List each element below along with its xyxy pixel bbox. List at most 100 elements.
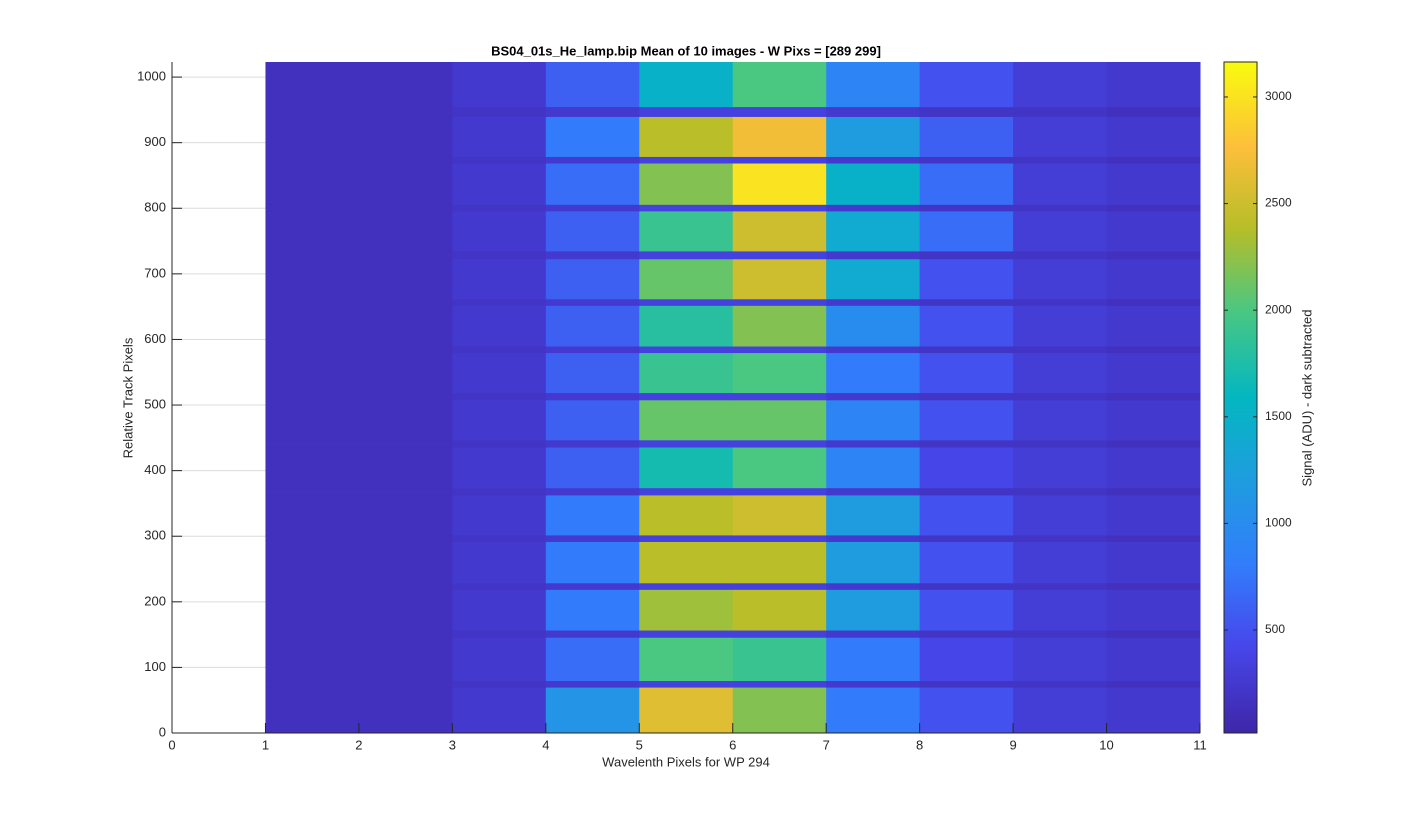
heatmap-cell bbox=[452, 163, 547, 205]
heatmap-cell bbox=[545, 487, 640, 496]
heatmap-cell bbox=[1106, 392, 1201, 401]
y-tick-label: 300 bbox=[144, 528, 166, 543]
heatmap-cell bbox=[826, 156, 921, 164]
heatmap-cell bbox=[919, 637, 1014, 682]
heatmap-cell bbox=[1013, 630, 1108, 638]
heatmap-cell bbox=[639, 541, 734, 584]
heatmap-cell bbox=[545, 204, 640, 212]
heatmap-cell bbox=[919, 447, 1014, 489]
heatmap-cell bbox=[452, 399, 547, 441]
heatmap-cell bbox=[1106, 204, 1201, 212]
heatmap-cell bbox=[1013, 687, 1108, 734]
heatmap-cell bbox=[826, 298, 921, 306]
heatmap-cell bbox=[639, 439, 734, 448]
heatmap-cell bbox=[639, 250, 734, 260]
heatmap-cell bbox=[732, 163, 827, 205]
heatmap-cell bbox=[1106, 352, 1201, 394]
heatmap-cell bbox=[545, 392, 640, 401]
heatmap-cell bbox=[358, 298, 453, 306]
heatmap-cell bbox=[358, 687, 453, 734]
heatmap-cell bbox=[545, 163, 640, 205]
heatmap-cell bbox=[452, 116, 547, 157]
heatmap-cell bbox=[919, 589, 1014, 631]
heatmap-cell bbox=[545, 589, 640, 631]
heatmap-cell bbox=[732, 637, 827, 682]
heatmap-cell bbox=[639, 399, 734, 441]
heatmap-cell bbox=[545, 250, 640, 260]
heatmap-cell bbox=[452, 156, 547, 164]
heatmap-cell bbox=[919, 630, 1014, 638]
heatmap-cell bbox=[732, 447, 827, 489]
heatmap-cell bbox=[1013, 250, 1108, 260]
heatmap-cell bbox=[639, 163, 734, 205]
heatmap-cell bbox=[265, 637, 360, 682]
heatmap-cell bbox=[358, 534, 453, 542]
heatmap-cell bbox=[545, 116, 640, 157]
heatmap-cell bbox=[826, 62, 921, 108]
heatmap-cell bbox=[1106, 582, 1201, 590]
heatmap-cell bbox=[732, 352, 827, 394]
heatmap-cell bbox=[358, 116, 453, 157]
heatmap-cell bbox=[919, 352, 1014, 394]
heatmap-cell bbox=[265, 352, 360, 394]
heatmap-cell bbox=[452, 298, 547, 306]
heatmap-cell bbox=[826, 258, 921, 300]
colorbar-label: Signal (ADU) - dark subtracted bbox=[1299, 309, 1314, 486]
heatmap-cell bbox=[919, 116, 1014, 157]
heatmap-cell bbox=[1013, 637, 1108, 682]
heatmap-cell bbox=[265, 494, 360, 536]
heatmap-cell bbox=[545, 399, 640, 441]
heatmap-cell bbox=[1106, 298, 1201, 306]
x-tick-label: 9 bbox=[1009, 737, 1016, 752]
heatmap-cell bbox=[1106, 116, 1201, 157]
x-tick-label: 7 bbox=[823, 737, 830, 752]
heatmap-cell bbox=[1106, 106, 1201, 117]
heatmap-cell bbox=[1013, 589, 1108, 631]
heatmap-cell bbox=[639, 305, 734, 347]
heatmap-cell bbox=[265, 399, 360, 441]
heatmap-cell bbox=[265, 116, 360, 157]
heatmap-cell bbox=[358, 487, 453, 496]
heatmap-cell bbox=[545, 346, 640, 354]
x-tick-label: 6 bbox=[729, 737, 736, 752]
heatmap-cell bbox=[919, 487, 1014, 496]
heatmap-cell bbox=[1106, 305, 1201, 347]
heatmap-cell bbox=[452, 204, 547, 212]
heatmap-cell bbox=[1013, 392, 1108, 401]
heatmap-cell bbox=[639, 346, 734, 354]
heatmap-cell bbox=[1106, 62, 1201, 108]
heatmap-cell bbox=[545, 630, 640, 638]
heatmap-cell bbox=[358, 680, 453, 688]
heatmap-cell bbox=[452, 62, 547, 108]
heatmap-cell bbox=[826, 447, 921, 489]
heatmap-cell bbox=[639, 352, 734, 394]
colorbar-tick-label: 3000 bbox=[1265, 89, 1292, 103]
y-tick-label: 0 bbox=[159, 724, 166, 739]
heatmap-cell bbox=[265, 62, 360, 108]
x-axis-label: Wavelenth Pixels for WP 294 bbox=[602, 754, 770, 769]
heatmap-cell bbox=[452, 582, 547, 590]
heatmap-cell bbox=[732, 305, 827, 347]
heatmap-cell bbox=[1013, 680, 1108, 688]
heatmap-cell bbox=[265, 541, 360, 584]
heatmap-cell bbox=[826, 582, 921, 590]
heatmap-cell bbox=[452, 210, 547, 252]
heatmap-cell bbox=[919, 392, 1014, 401]
heatmap-cell bbox=[265, 258, 360, 300]
x-tick-label: 5 bbox=[636, 737, 643, 752]
heatmap-cell bbox=[265, 210, 360, 252]
heatmap-cell bbox=[1106, 156, 1201, 164]
heatmap-cell bbox=[732, 298, 827, 306]
y-axis-label: Relative Track Pixels bbox=[120, 337, 135, 458]
heatmap-cell bbox=[639, 210, 734, 252]
x-tick-label: 0 bbox=[168, 737, 175, 752]
heatmap-cell bbox=[639, 630, 734, 638]
heatmap-cell bbox=[358, 250, 453, 260]
heatmap-cell bbox=[1106, 447, 1201, 489]
heatmap-cell bbox=[826, 305, 921, 347]
heatmap-cell bbox=[639, 680, 734, 688]
heatmap-cell bbox=[826, 589, 921, 631]
heatmap-cell bbox=[265, 687, 360, 734]
heatmap-cell bbox=[265, 534, 360, 542]
